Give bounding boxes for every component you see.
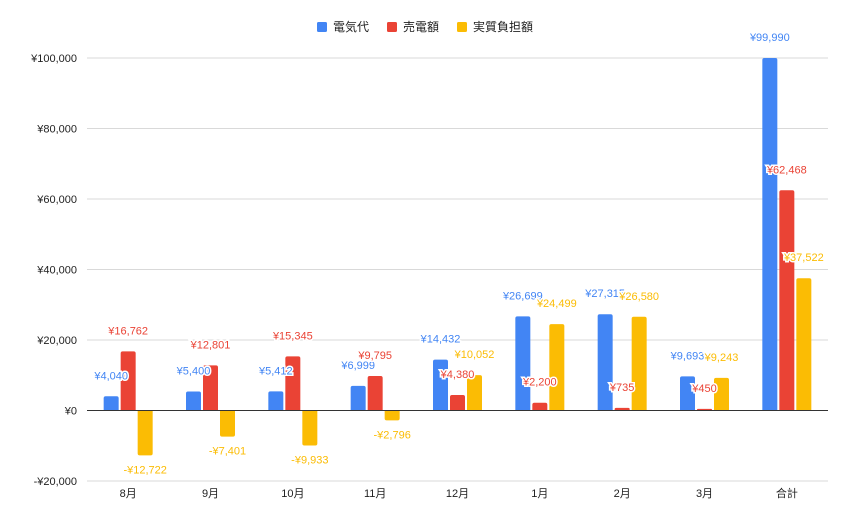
data-label: ¥735 xyxy=(609,382,634,394)
y-tick-label: ¥0 xyxy=(64,406,77,418)
bar-electricity-cost[interactable] xyxy=(350,385,366,411)
data-label: ¥26,580 xyxy=(618,291,659,303)
bar-sales-amount[interactable] xyxy=(450,395,465,411)
data-labels: ¥4,040 ¥16,762 -¥12,722 ¥5,400 ¥12,801 -¥7,40… xyxy=(92,31,825,478)
x-tick-label: 11月 xyxy=(364,488,386,500)
bars xyxy=(103,58,812,456)
x-tick-label: 1月 xyxy=(531,488,548,500)
bar-net-cost[interactable] xyxy=(220,410,235,437)
bar-net-cost[interactable] xyxy=(384,410,400,421)
bar-electricity-cost[interactable] xyxy=(762,58,778,411)
data-label: ¥9,795 xyxy=(357,350,392,362)
y-tick-label: ¥100,000 xyxy=(30,53,77,65)
bar-electricity-cost[interactable] xyxy=(597,314,613,411)
data-label: -¥9,933 xyxy=(291,455,328,467)
y-tick-label: ¥80,000 xyxy=(36,124,77,136)
axes: -¥20,000 ¥0 ¥20,000 ¥40,000 ¥60,000 ¥80,000 ¥1… xyxy=(30,53,828,500)
x-tick-label: 8月 xyxy=(120,488,137,500)
data-label: -¥2,796 xyxy=(374,429,411,441)
data-label: -¥7,401 xyxy=(209,446,246,458)
x-tick-label: 9月 xyxy=(202,488,219,500)
legend: 電気代 売電額 実質負担額 xyxy=(317,19,533,34)
data-label: ¥62,468 xyxy=(766,164,807,176)
legend-swatch xyxy=(317,22,327,32)
data-label: ¥2,200 xyxy=(522,377,557,389)
legend-item[interactable]: 売電額 xyxy=(387,19,439,34)
data-label: ¥99,990 xyxy=(749,32,790,44)
x-tick-label: 3月 xyxy=(696,488,713,500)
y-tick-label: ¥60,000 xyxy=(36,194,77,206)
legend-label: 電気代 xyxy=(333,19,369,34)
legend-swatch xyxy=(387,22,397,32)
x-tick-label: 12月 xyxy=(446,488,469,500)
legend-swatch xyxy=(457,22,467,32)
legend-label: 実質負担額 xyxy=(473,19,533,34)
x-tick-label: 10月 xyxy=(281,488,304,500)
data-label: -¥12,722 xyxy=(123,464,166,476)
bar-electricity-cost[interactable] xyxy=(680,376,695,411)
data-label: ¥15,345 xyxy=(272,330,313,342)
bar-sales-amount[interactable] xyxy=(203,365,218,411)
data-label: ¥4,040 xyxy=(93,370,128,382)
gridlines xyxy=(87,57,828,482)
data-label: ¥14,432 xyxy=(420,334,461,346)
bar-net-cost[interactable] xyxy=(467,375,482,411)
bar-net-cost[interactable] xyxy=(137,410,153,456)
bar-sales-amount[interactable] xyxy=(120,351,136,411)
legend-item[interactable]: 電気代 xyxy=(317,19,369,34)
bar-net-cost[interactable] xyxy=(302,410,318,446)
data-label: ¥16,762 xyxy=(107,325,148,337)
bar-sales-amount[interactable] xyxy=(285,356,301,411)
y-tick-label: -¥20,000 xyxy=(34,476,77,488)
bar-net-cost[interactable] xyxy=(631,316,647,411)
data-label: ¥26,699 xyxy=(502,290,543,302)
bar-net-cost[interactable] xyxy=(796,278,812,411)
bar-sales-amount[interactable] xyxy=(367,375,383,411)
data-label: ¥6,999 xyxy=(340,360,375,372)
data-label: ¥5,400 xyxy=(176,365,211,377)
bar-electricity-cost[interactable] xyxy=(268,391,284,411)
y-tick-label: ¥20,000 xyxy=(36,335,77,347)
data-label: ¥37,522 xyxy=(783,252,824,264)
data-label: ¥24,499 xyxy=(536,298,577,310)
data-label: ¥4,380 xyxy=(440,369,475,381)
bar-sales-amount[interactable] xyxy=(532,402,548,411)
data-label: ¥12,801 xyxy=(190,339,231,351)
bar-sales-amount[interactable] xyxy=(614,407,630,411)
bar-net-cost[interactable] xyxy=(714,377,729,411)
data-label: ¥5,412 xyxy=(258,365,293,377)
data-label: ¥9,693 xyxy=(670,350,705,362)
data-label: ¥9,243 xyxy=(704,352,739,364)
data-label: ¥10,052 xyxy=(454,349,495,361)
bar-electricity-cost[interactable] xyxy=(186,391,201,411)
x-tick-label: 合計 xyxy=(776,486,798,500)
bar-electricity-cost[interactable] xyxy=(515,316,531,411)
bar-electricity-cost[interactable] xyxy=(433,359,448,411)
legend-item[interactable]: 実質負担額 xyxy=(457,19,533,34)
data-label: ¥450 xyxy=(691,383,716,395)
bar-electricity-cost[interactable] xyxy=(103,396,119,411)
bar-sales-amount[interactable] xyxy=(779,190,795,411)
data-label: ¥27,315 xyxy=(584,288,625,300)
x-tick-label: 2月 xyxy=(614,488,631,500)
legend-label: 売電額 xyxy=(403,19,439,34)
y-tick-label: ¥40,000 xyxy=(36,265,77,277)
bar-net-cost[interactable] xyxy=(549,324,565,411)
